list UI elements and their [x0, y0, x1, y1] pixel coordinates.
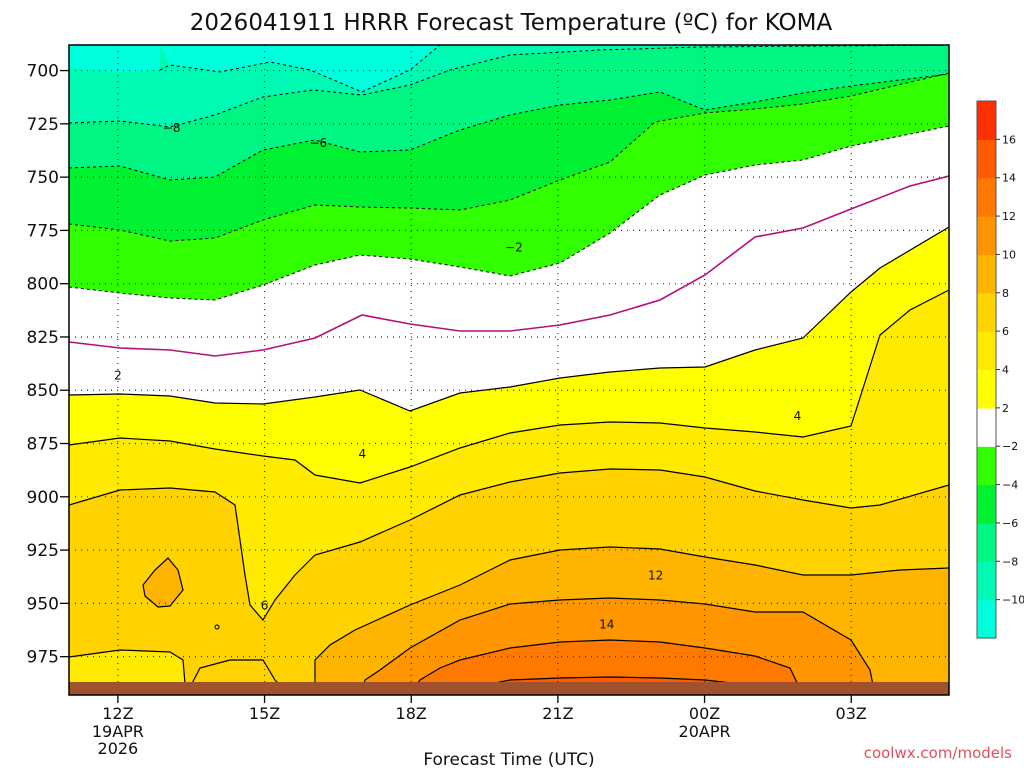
y-tick-label-925: 925 — [27, 541, 59, 561]
colorbar-segment-10 — [977, 216, 996, 256]
x-tick-sublabel-19APR: 19APR — [92, 722, 144, 741]
colorbar-label-1: 14 — [1002, 172, 1016, 185]
colorbar-label-11: −8 — [1002, 555, 1018, 568]
contour-label-0: −8 — [163, 121, 181, 135]
contour-label-6: 6 — [261, 598, 269, 612]
x-tick-label-00Z: 00Z — [689, 704, 720, 723]
colorbar-label-5: 6 — [1002, 325, 1009, 338]
freezing-line-contour — [69, 175, 949, 357]
y-tick-label-900: 900 — [27, 488, 59, 508]
colorbar-label-12: −10 — [1002, 594, 1024, 607]
colorbar-segment-9 — [977, 254, 996, 294]
x-axis-label: Forecast Time (UTC) — [423, 750, 594, 768]
colorbar-label-9: −4 — [1002, 479, 1018, 492]
colorbar-label-6: 4 — [1002, 364, 1009, 377]
contour-label-8: 14 — [599, 618, 614, 632]
x-tick-sublabel-20APR: 20APR — [679, 722, 731, 741]
watermark-text: coolwx.com/models — [864, 744, 1012, 762]
colorbar-segment-11 — [977, 177, 996, 217]
colorbar-label-3: 10 — [1002, 248, 1016, 261]
colorbar-segment-0 — [977, 599, 996, 639]
contour-label-2: −2 — [505, 240, 523, 254]
y-tick-label-950: 950 — [27, 594, 59, 614]
colorbar-label-4: 8 — [1002, 287, 1009, 300]
pressure-axis: 700 725 750 775 800 825 850 875 900 925 950 975 — [27, 62, 69, 668]
y-tick-label-800: 800 — [27, 275, 59, 295]
contour-label-3: 2 — [114, 368, 122, 382]
contour-label-1: −6 — [309, 136, 327, 150]
contour-label-7: 12 — [648, 569, 663, 583]
contour-label-4: 4 — [794, 409, 802, 423]
colorbar-label-8: −2 — [1002, 440, 1018, 453]
ground-surface — [69, 682, 949, 695]
x-tick-label-21Z: 21Z — [542, 704, 573, 723]
solid-contours — [69, 226, 949, 695]
colorbar-segment-3 — [977, 484, 996, 524]
x-tick-label-03Z: 03Z — [836, 704, 867, 723]
y-tick-label-750: 750 — [27, 168, 59, 188]
y-tick-label-775: 775 — [27, 221, 59, 241]
contour-label-5: 4 — [359, 447, 367, 461]
x-tick-label-15Z: 15Z — [249, 704, 280, 723]
small-contour-loop — [214, 624, 220, 630]
y-tick-label-975: 975 — [27, 648, 59, 668]
plot-area — [69, 45, 949, 695]
colorbar-segment-6 — [977, 369, 996, 409]
colorbar-segment-4 — [977, 446, 996, 486]
contour-labels: −8 −6 −2 2 4 4 6 12 14 — [114, 121, 802, 632]
y-tick-label-875: 875 — [27, 435, 59, 455]
colorbar-segment-12 — [977, 139, 996, 179]
warm-cell-left — [142, 557, 184, 608]
colorbar: 16 14 12 10 8 6 4 2 −2 −4 −6 −8 −10 — [976, 100, 1024, 639]
chart-title: 2026041911 HRRR Forecast Temperature (ºC… — [190, 10, 833, 36]
colorbar-segment-2 — [977, 522, 996, 562]
colorbar-segment-13 — [977, 101, 996, 140]
colorbar-label-10: −6 — [1002, 517, 1018, 530]
y-tick-label-700: 700 — [27, 62, 59, 82]
x-tick-label-12Z: 12Z — [102, 704, 133, 723]
x-tick-label-18Z: 18Z — [396, 704, 427, 723]
colorbar-label-7: 2 — [1002, 402, 1009, 415]
x-tick-sublabel-2026: 2026 — [98, 739, 139, 758]
dotted-grid — [69, 45, 949, 695]
colorbar-label-0: 16 — [1002, 133, 1016, 146]
colorbar-segment-5 — [977, 407, 996, 447]
colorbar-segment-1 — [977, 561, 996, 601]
plot-frame — [68, 44, 950, 696]
colorbar-label-2: 12 — [1002, 210, 1016, 223]
colorbar-segment-8 — [977, 292, 996, 332]
y-tick-label-850: 850 — [27, 381, 59, 401]
colorbar-segment-7 — [977, 331, 996, 371]
y-tick-label-825: 825 — [27, 328, 59, 348]
y-tick-label-725: 725 — [27, 115, 59, 135]
